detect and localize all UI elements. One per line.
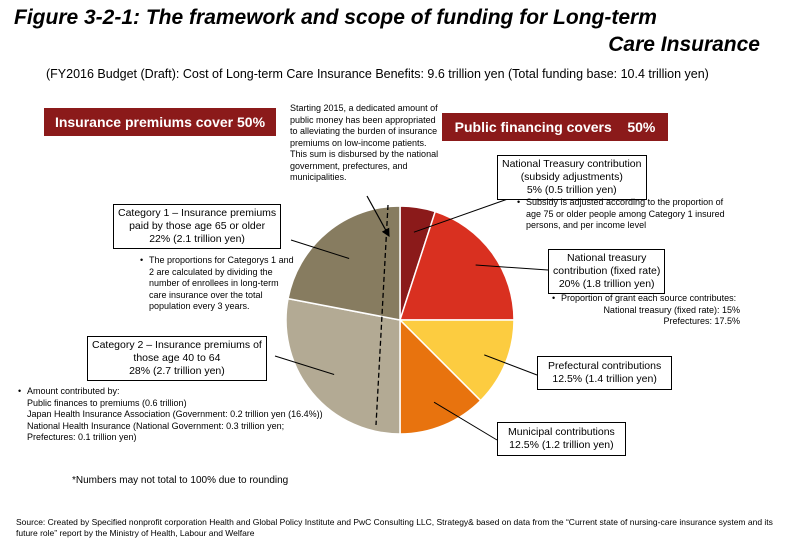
amount-note-head: Amount contributed by:: [27, 386, 120, 396]
label-line: Municipal contributions: [508, 426, 615, 438]
label-municipal: Municipal contributions 12.5% (1.2 trill…: [497, 422, 626, 456]
label-line: 12.5% (1.2 trillion yen): [509, 439, 614, 451]
figure-subtitle: (FY2016 Budget (Draft): Cost of Long-ter…: [46, 67, 709, 81]
figure-title-line1: Figure 3-2-1: The framework and scope of…: [14, 6, 657, 29]
public-financing-banner: Public financing covers 50%: [442, 113, 668, 141]
label-line: Prefectural contributions: [548, 360, 662, 372]
grant-note-head: Proportion of grant each source contribu…: [561, 293, 737, 303]
label-line: 20% (1.8 trillion yen): [558, 278, 655, 290]
insurance-premiums-banner: Insurance premiums cover 50%: [44, 108, 276, 136]
dedicated-public-money-note: Starting 2015, a dedicated amount of pub…: [290, 103, 439, 182]
leader-line-5: [290, 239, 350, 259]
pie-slice-3: [399, 318, 482, 435]
label-line: paid by those age 65 or older: [129, 220, 266, 232]
grant-note-line2: Prefectures: 17.5%: [663, 316, 740, 326]
bullet-icon: •: [140, 255, 144, 265]
public-financing-banner-label: Public financing covers 50%: [454, 119, 656, 135]
label-line: 12.5% (1.4 trillion yen): [552, 373, 657, 385]
amount-note-line3: National Health Insurance (National Gove…: [27, 420, 285, 431]
amount-note: • Amount contributed by: Public finances …: [18, 386, 363, 444]
leader-line-4: [274, 355, 335, 375]
pie-slice-2: [398, 319, 515, 402]
bullet-icon: •: [517, 197, 521, 207]
source-note: Source: Created by Specified nonprofit c…: [16, 517, 773, 538]
rounding-note: *Numbers may not total to 100% due to ro…: [72, 475, 289, 486]
pie-slice-4: [285, 297, 401, 435]
pie-slice-1: [398, 210, 515, 321]
pie-slice-5: [287, 205, 401, 321]
proportions-note: • The proportions for Categorys 1 and 2 a…: [140, 255, 295, 313]
dedicated-money-arrow: [366, 195, 390, 238]
label-category-2: Category 2 – Insurance premiums of those…: [87, 336, 267, 381]
subsidy-note-text: Subsidy is adjusted according to the pro…: [526, 197, 725, 230]
figure-title-line2: Care Insurance: [608, 33, 760, 56]
premium-public-divider: [375, 204, 389, 426]
proportions-note-text: The proportions for Categorys 1 and 2 ar…: [149, 255, 294, 311]
subsidy-note: • Subsidy is adjusted according to the pr…: [517, 197, 737, 232]
label-national-treasury-fixed: National treasury contribution (fixed ra…: [548, 249, 666, 294]
bullet-icon: •: [18, 386, 22, 396]
label-line: 5% (0.5 trillion yen): [526, 184, 617, 196]
amount-note-line2: Japan Health Insurance Association (Gove…: [27, 409, 323, 419]
label-line: (subsidy adjustments): [520, 171, 623, 183]
bullet-icon: •: [552, 293, 556, 303]
label-line: contribution (fixed rate): [553, 265, 661, 277]
label-line: those age 40 to 64: [133, 352, 221, 364]
amount-note-line4: Prefectures: 0.1 trillion yen): [27, 432, 137, 442]
leader-line-1: [475, 264, 549, 271]
leader-line-0: [413, 193, 523, 233]
label-line: Category 2 – Insurance premiums of: [92, 339, 262, 351]
label-line: 22% (2.1 trillion yen): [149, 233, 245, 245]
label-prefectural: Prefectural contributions 12.5% (1.4 tri…: [537, 356, 673, 390]
label-line: National Treasury contribution: [502, 158, 642, 170]
amount-note-line1: Public finances to premiums (0.6 trillio…: [27, 397, 187, 408]
grant-note: • Proportion of grant each source contrib…: [552, 293, 752, 328]
label-line: 28% (2.7 trillion yen): [129, 365, 225, 377]
label-category-1: Category 1 – Insurance premiums paid by …: [113, 204, 282, 249]
label-line: Category 1 – Insurance premiums: [118, 207, 277, 219]
label-national-treasury-subsidy: National Treasury contribution (subsidy …: [497, 155, 647, 200]
grant-note-line1: National treasury (fixed rate): 15%: [603, 304, 740, 315]
leader-line-3: [433, 401, 498, 441]
label-line: National treasury: [567, 252, 647, 264]
leader-line-2: [484, 354, 538, 376]
